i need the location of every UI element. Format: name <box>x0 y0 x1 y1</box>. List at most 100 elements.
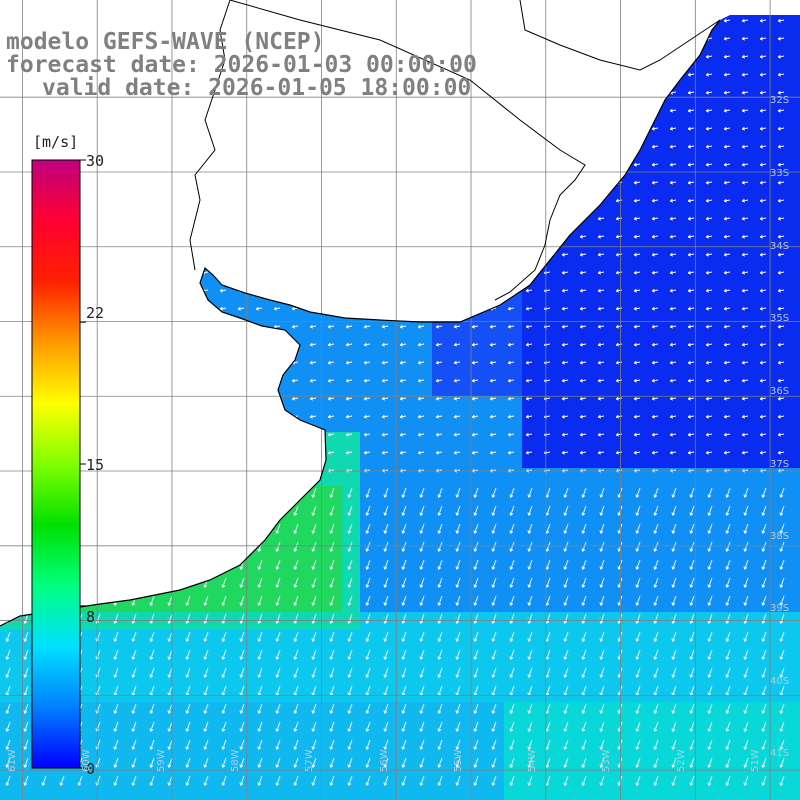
wind-speed-cell <box>306 684 325 703</box>
wind-speed-cell <box>666 396 685 415</box>
wind-speed-cell <box>666 792 685 800</box>
wind-arrow <box>687 432 695 437</box>
wind-speed-cell <box>378 396 397 415</box>
wind-speed-cell <box>414 540 433 559</box>
wind-speed-cell <box>630 162 649 181</box>
wind-speed-cell <box>720 18 739 37</box>
wind-speed-cell <box>486 576 505 595</box>
wind-arrow <box>365 523 371 534</box>
wind-speed-cell <box>378 324 397 343</box>
wind-arrow <box>671 775 677 786</box>
wind-arrow <box>671 541 677 552</box>
wind-speed-cell <box>522 576 541 595</box>
wind-arrow <box>599 649 605 660</box>
wind-arrow <box>221 739 227 750</box>
wind-speed-cell <box>738 774 757 793</box>
wind-speed-cell <box>630 594 649 613</box>
wind-arrow <box>651 378 659 383</box>
wind-arrow <box>473 757 479 768</box>
wind-speed-cell <box>684 540 703 559</box>
wind-arrow <box>527 595 533 606</box>
wind-speed-cell <box>774 558 793 577</box>
wind-speed-cell <box>414 486 433 505</box>
wind-arrow <box>633 360 641 365</box>
wind-arrow <box>687 270 695 275</box>
wind-speed-cell <box>90 702 109 721</box>
wind-speed-cell <box>162 594 181 613</box>
wind-arrow <box>527 703 533 714</box>
wind-arrow <box>383 631 389 642</box>
wind-speed-cell <box>666 252 685 271</box>
wind-speed-cell <box>306 522 325 541</box>
wind-speed-cell <box>486 702 505 721</box>
wind-arrow <box>743 757 749 768</box>
wind-arrow <box>473 505 479 516</box>
wind-speed-cell <box>216 720 235 739</box>
wind-speed-cell <box>648 486 667 505</box>
wind-arrow <box>743 559 749 570</box>
wind-arrow <box>381 396 389 401</box>
wind-speed-cell <box>360 432 379 451</box>
wind-speed-cell <box>504 450 523 469</box>
wind-speed-cell <box>432 486 451 505</box>
wind-speed-cell <box>522 396 541 415</box>
wind-arrow <box>725 487 731 498</box>
wind-arrow <box>399 396 407 401</box>
wind-arrow <box>291 306 299 311</box>
wind-speed-cell <box>774 36 793 55</box>
wind-speed-cell <box>342 648 361 667</box>
wind-arrow <box>777 72 785 77</box>
wind-arrow <box>761 667 767 678</box>
wind-speed-cell <box>342 666 361 685</box>
wind-speed-cell <box>414 432 433 451</box>
wind-arrow <box>203 649 209 660</box>
wind-speed-cell <box>720 36 739 55</box>
wind-speed-cell <box>450 468 469 487</box>
wind-speed-cell <box>306 576 325 595</box>
wind-arrow <box>437 649 443 660</box>
wind-speed-cell <box>288 522 307 541</box>
wind-speed-cell <box>360 378 379 397</box>
wind-speed-cell <box>558 594 577 613</box>
wind-speed-cell <box>360 342 379 361</box>
wind-speed-cell <box>414 774 433 793</box>
wind-arrow <box>221 577 227 588</box>
wind-speed-cell <box>594 774 613 793</box>
wind-speed-cell <box>558 378 577 397</box>
wind-arrow <box>759 198 767 203</box>
wind-speed-cell <box>270 738 289 757</box>
wind-speed-cell <box>486 486 505 505</box>
wind-arrow <box>491 541 497 552</box>
wind-arrow <box>401 559 407 570</box>
wind-speed-cell <box>666 522 685 541</box>
wind-arrow <box>329 739 335 750</box>
wind-arrow <box>651 396 659 401</box>
wind-speed-cell <box>792 450 800 469</box>
wind-speed-cell <box>702 342 721 361</box>
wind-speed-cell <box>486 396 505 415</box>
wind-speed-cell <box>540 306 559 325</box>
wind-speed-cell <box>126 612 145 631</box>
wind-arrow <box>113 631 119 642</box>
wind-speed-cell <box>414 378 433 397</box>
wind-arrow <box>759 36 767 41</box>
wind-arrow <box>473 541 479 552</box>
wind-speed-cell <box>648 666 667 685</box>
wind-arrow <box>597 378 605 383</box>
wind-speed-cell <box>360 702 379 721</box>
wind-speed-cell <box>702 72 721 91</box>
wind-speed-cell <box>522 666 541 685</box>
wind-speed-cell <box>378 486 397 505</box>
wind-arrow <box>669 162 677 167</box>
wind-speed-cell <box>684 108 703 127</box>
wind-speed-cell <box>774 198 793 217</box>
wind-speed-cell <box>432 684 451 703</box>
wind-speed-cell <box>270 540 289 559</box>
wind-arrow <box>687 180 695 185</box>
wind-speed-cell <box>144 774 163 793</box>
wind-arrow <box>23 739 29 750</box>
wind-arrow <box>723 450 731 455</box>
wind-speed-cell <box>162 666 181 685</box>
wind-speed-cell <box>612 450 631 469</box>
wind-speed-cell <box>126 666 145 685</box>
